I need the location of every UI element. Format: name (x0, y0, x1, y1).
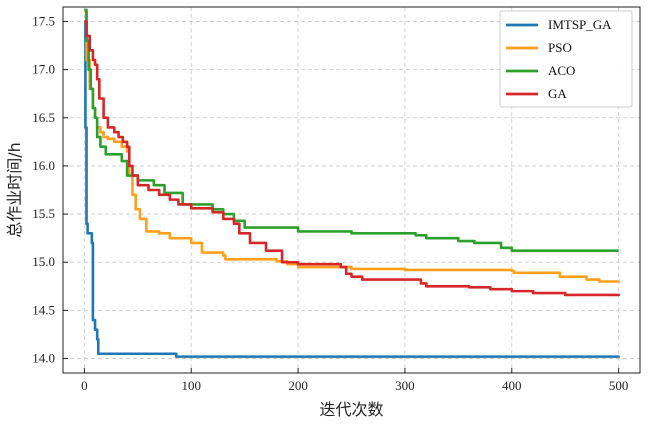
legend-label: IMTSP_GA (548, 17, 612, 32)
legend-label: ACO (548, 63, 575, 78)
legend-label: GA (548, 86, 567, 101)
y-tick-label: 14.0 (32, 351, 55, 366)
y-tick-label: 15.5 (32, 206, 55, 221)
x-tick-label: 0 (81, 378, 88, 393)
series-line-ga (84, 20, 620, 297)
series-line-pso (84, 10, 620, 283)
axis-ticks (63, 20, 620, 373)
y-tick-label: 17.5 (32, 13, 55, 28)
grid-lines (63, 7, 640, 373)
plot-frame (62, 6, 641, 374)
x-tick-label: 400 (502, 378, 522, 393)
series-line-imtsp-ga (84, 20, 620, 358)
y-tick-label: 16.0 (32, 158, 55, 173)
y-tick-label: 16.5 (32, 110, 55, 125)
legend-label: PSO (548, 40, 572, 55)
x-tick-label: 500 (609, 378, 629, 393)
y-tick-label: 14.5 (32, 302, 55, 317)
x-tick-label: 200 (288, 378, 308, 393)
x-axis-title: 迭代次数 (319, 400, 383, 419)
y-axis-title: 总作业时间/h (5, 142, 24, 238)
y-tick-label: 17.0 (32, 62, 55, 77)
x-tick-label: 300 (395, 378, 415, 393)
tick-labels: 0 100 200 300 400 500 14.0 14.5 15.0 15.5 16.0 16.5… (32, 13, 628, 393)
series-layer (84, 8, 620, 358)
legend-box (499, 10, 633, 108)
y-tick-label: 15.0 (32, 254, 55, 269)
legend: IMTSP_GA PSO ACO GA (499, 10, 633, 108)
series-line-aco (84, 8, 619, 252)
x-tick-label: 100 (181, 378, 201, 393)
